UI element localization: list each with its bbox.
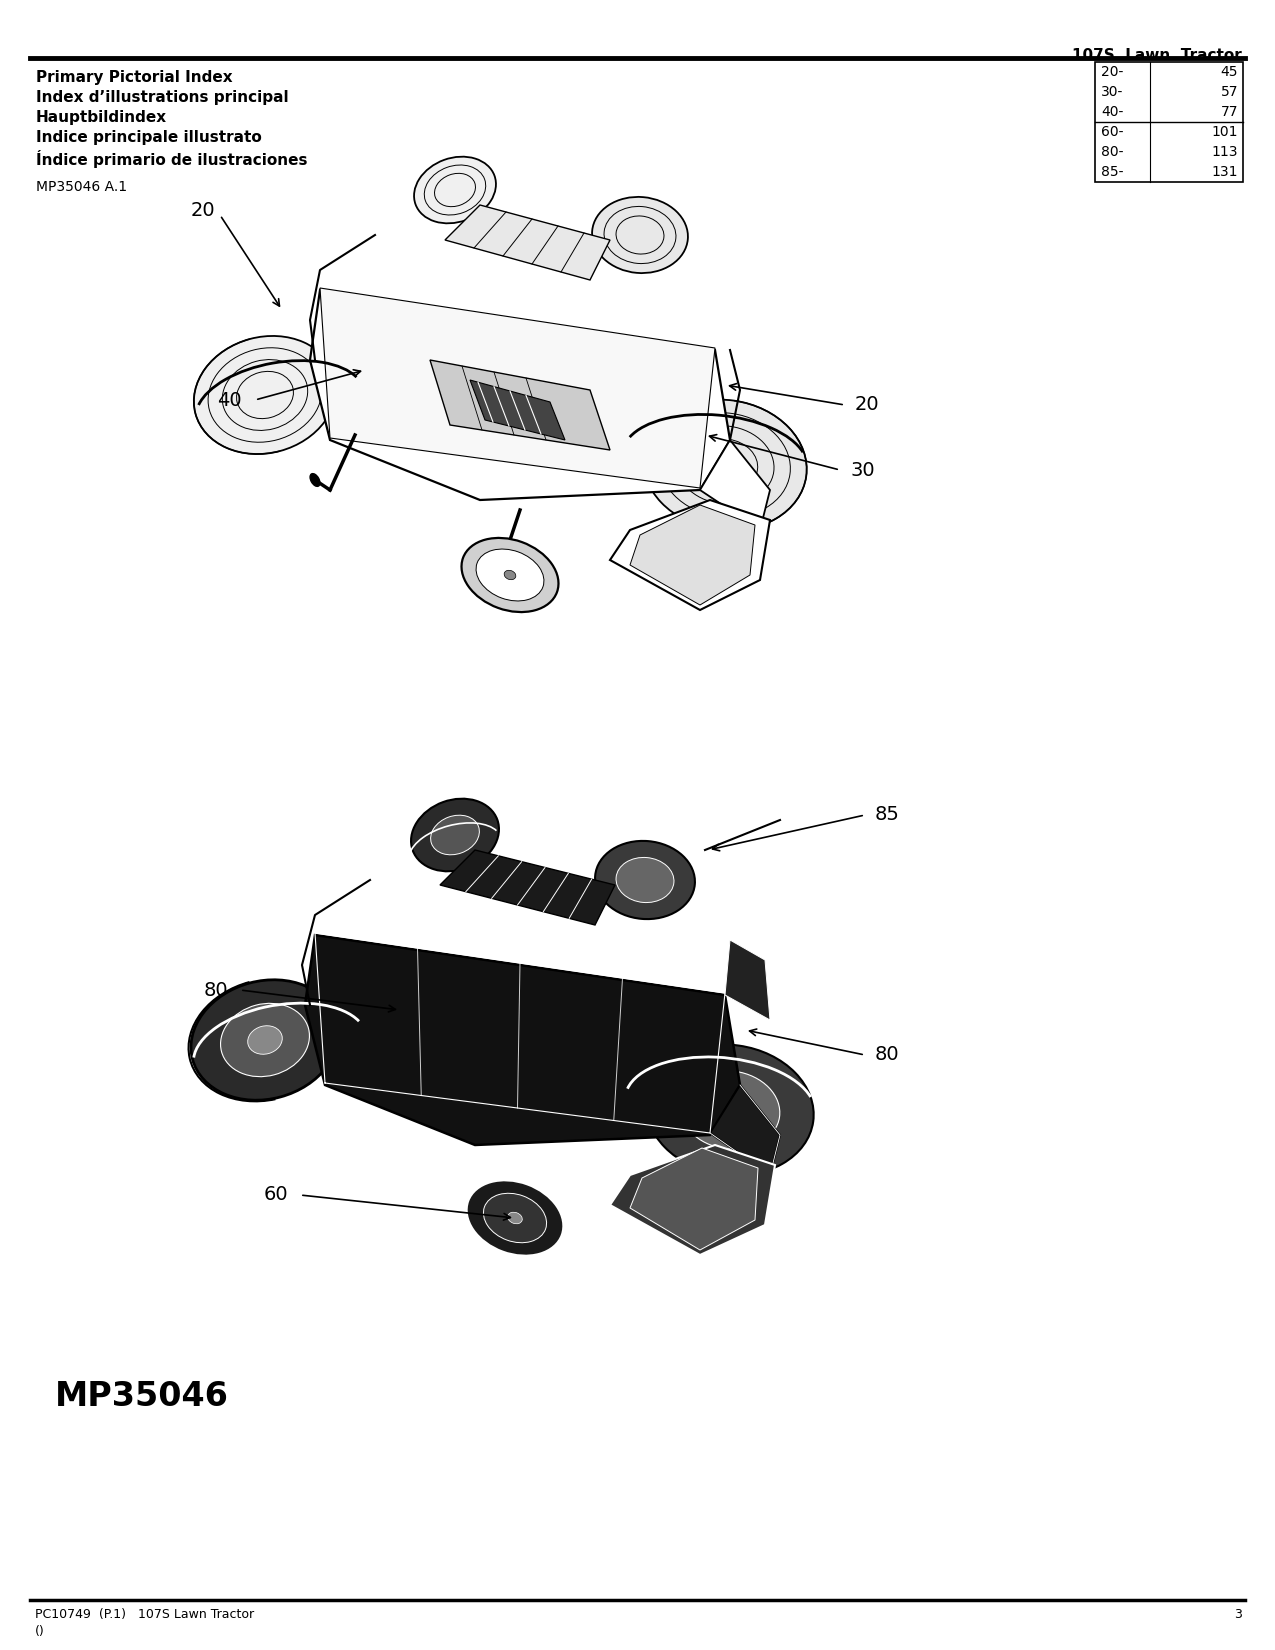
Ellipse shape — [467, 1180, 564, 1256]
Ellipse shape — [711, 1096, 748, 1125]
Text: Hauptbildindex: Hauptbildindex — [36, 111, 167, 125]
Ellipse shape — [644, 399, 807, 530]
Text: 60: 60 — [264, 1185, 288, 1204]
Text: 113: 113 — [1211, 145, 1238, 158]
Text: 77: 77 — [1220, 106, 1238, 119]
Text: MP35046 A.1: MP35046 A.1 — [36, 180, 128, 195]
Ellipse shape — [483, 1193, 547, 1242]
Polygon shape — [710, 1086, 780, 1175]
Text: 20: 20 — [856, 396, 880, 414]
Polygon shape — [430, 360, 609, 450]
Text: 85: 85 — [875, 805, 900, 825]
Polygon shape — [310, 290, 731, 500]
Ellipse shape — [414, 157, 496, 223]
Ellipse shape — [476, 549, 544, 601]
Polygon shape — [630, 1148, 759, 1251]
Text: 80: 80 — [875, 1046, 900, 1064]
Polygon shape — [609, 500, 770, 610]
Ellipse shape — [194, 337, 337, 454]
Text: Indice principale illustrato: Indice principale illustrato — [36, 130, 261, 145]
Ellipse shape — [247, 1026, 282, 1054]
Polygon shape — [700, 441, 770, 530]
Text: 101: 101 — [1211, 125, 1238, 139]
Text: 30: 30 — [850, 460, 875, 480]
Text: 80-: 80- — [1102, 145, 1123, 158]
Text: 131: 131 — [1211, 165, 1238, 178]
Ellipse shape — [680, 1071, 780, 1150]
Ellipse shape — [592, 196, 688, 274]
Text: 80: 80 — [204, 980, 228, 1000]
Ellipse shape — [507, 1213, 523, 1224]
Text: 60-: 60- — [1102, 125, 1123, 139]
Text: 107S  Lawn  Tractor: 107S Lawn Tractor — [1072, 48, 1242, 63]
Text: 20-: 20- — [1102, 64, 1123, 79]
Text: 45: 45 — [1220, 64, 1238, 79]
Bar — [1095, 63, 1243, 182]
Text: 30-: 30- — [1102, 86, 1123, 99]
Polygon shape — [470, 380, 565, 441]
Polygon shape — [725, 940, 770, 1020]
Text: Índice primario de ilustraciones: Índice primario de ilustraciones — [36, 150, 307, 168]
Text: 40-: 40- — [1102, 106, 1123, 119]
Ellipse shape — [411, 799, 499, 871]
Text: 40: 40 — [217, 391, 242, 409]
Polygon shape — [630, 505, 755, 606]
Ellipse shape — [191, 980, 339, 1101]
Polygon shape — [445, 205, 609, 280]
Ellipse shape — [616, 858, 674, 903]
Ellipse shape — [504, 571, 516, 579]
Polygon shape — [609, 1145, 775, 1256]
Text: 85-: 85- — [1102, 165, 1123, 178]
Text: 57: 57 — [1220, 86, 1238, 99]
Polygon shape — [320, 289, 715, 488]
Text: Primary Pictorial Index: Primary Pictorial Index — [36, 69, 232, 86]
Ellipse shape — [221, 1003, 310, 1077]
Ellipse shape — [462, 538, 558, 612]
Ellipse shape — [310, 474, 320, 487]
Ellipse shape — [431, 815, 479, 855]
Text: Index d’illustrations principal: Index d’illustrations principal — [36, 91, 288, 106]
Polygon shape — [305, 936, 740, 1145]
Text: 3: 3 — [1234, 1609, 1242, 1620]
Polygon shape — [440, 850, 615, 926]
Text: PC10749  (P.1)   107S Lawn Tractor: PC10749 (P.1) 107S Lawn Tractor — [34, 1609, 254, 1620]
Text: 20: 20 — [190, 201, 215, 219]
Text: MP35046: MP35046 — [55, 1379, 230, 1412]
Ellipse shape — [595, 842, 695, 919]
Text: (): () — [34, 1625, 45, 1638]
Ellipse shape — [646, 1044, 813, 1175]
